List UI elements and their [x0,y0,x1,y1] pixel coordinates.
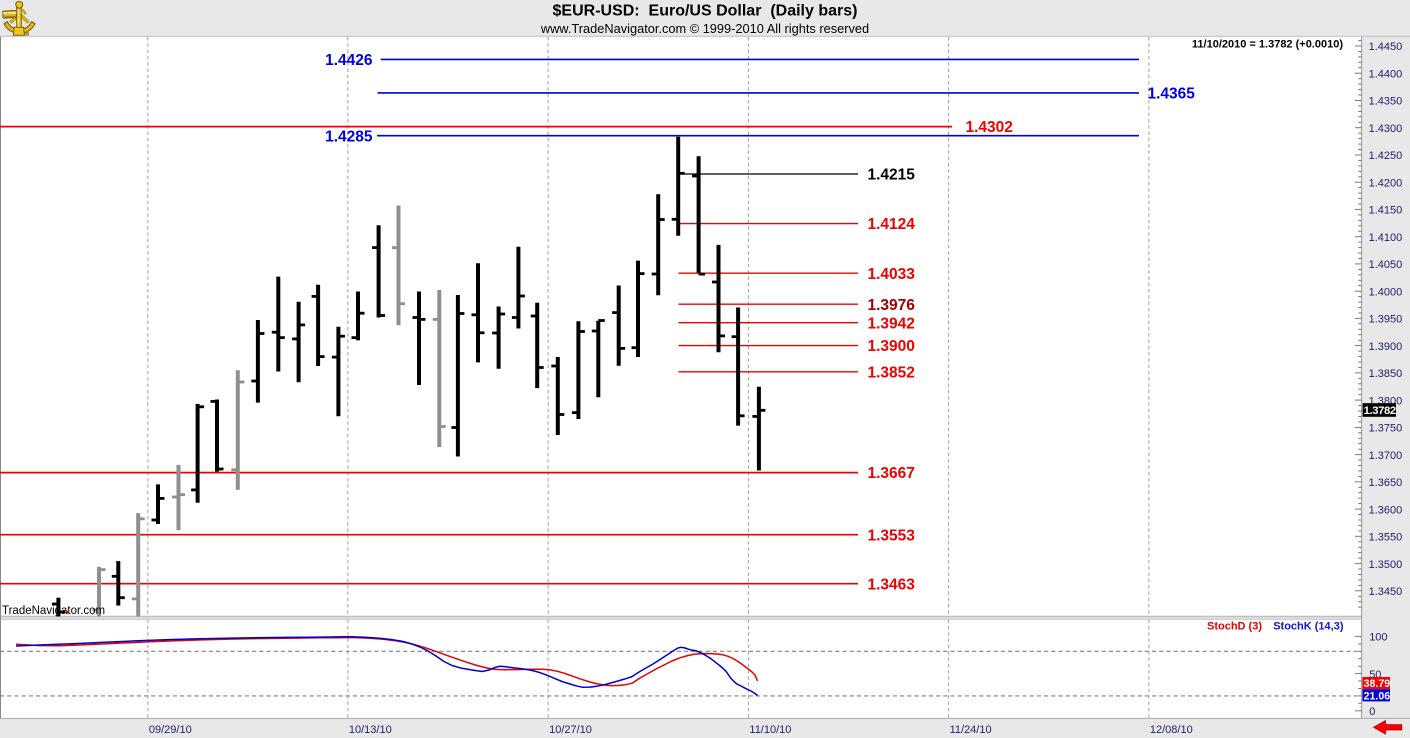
svg-text:21.06: 21.06 [1364,690,1391,702]
svg-text:1.4426: 1.4426 [325,52,373,69]
svg-text:$EUR-USD: Euro/US Dollar (Da: $EUR-USD: Euro/US Dollar (Daily bars) [553,2,858,19]
svg-text:StochD (3): StochD (3) [1207,621,1262,633]
svg-text:TradeNavigator.com: TradeNavigator.com [2,605,105,617]
svg-text:1.4200: 1.4200 [1369,177,1403,189]
svg-text:1.3942: 1.3942 [868,315,915,332]
svg-text:11/24/10: 11/24/10 [950,724,992,736]
svg-text:1.4300: 1.4300 [1369,123,1403,135]
svg-text:www.TradeNavigator.com © 1999-: www.TradeNavigator.com © 1999-2010 All r… [540,21,869,36]
svg-text:1.3900: 1.3900 [868,338,915,355]
svg-text:1.3976: 1.3976 [868,297,916,314]
svg-text:1.4250: 1.4250 [1369,150,1403,162]
svg-text:1.4302: 1.4302 [966,119,1013,136]
svg-text:1.3650: 1.3650 [1369,477,1403,489]
svg-text:1.4150: 1.4150 [1369,205,1403,217]
svg-text:1.3667: 1.3667 [868,465,915,482]
svg-text:10/27/10: 10/27/10 [549,724,592,736]
svg-text:1.3600: 1.3600 [1369,504,1403,516]
svg-text:1.4285: 1.4285 [325,128,373,145]
svg-text:1.3900: 1.3900 [1369,341,1403,353]
svg-text:10/13/10: 10/13/10 [349,724,392,736]
svg-text:1.4450: 1.4450 [1369,41,1403,53]
svg-text:1.3852: 1.3852 [868,364,915,381]
svg-text:1.3500: 1.3500 [1369,559,1403,571]
svg-text:1.3550: 1.3550 [1369,532,1403,544]
svg-text:StochK (14,3): StochK (14,3) [1273,621,1344,633]
svg-text:1.4215: 1.4215 [868,167,916,184]
svg-text:1.3850: 1.3850 [1369,368,1403,380]
svg-text:1.3700: 1.3700 [1369,450,1403,462]
svg-text:100: 100 [1369,632,1387,644]
svg-text:0: 0 [1369,706,1375,718]
svg-text:1.3750: 1.3750 [1369,423,1403,435]
svg-text:1.4033: 1.4033 [868,266,916,283]
svg-text:1.3463: 1.3463 [868,576,916,593]
svg-text:1.4124: 1.4124 [868,216,916,233]
svg-text:38.79: 38.79 [1364,678,1391,690]
svg-text:1.4000: 1.4000 [1369,286,1403,298]
svg-text:1.4350: 1.4350 [1369,96,1403,108]
svg-text:09/29/10: 09/29/10 [149,724,192,736]
svg-text:1.4365: 1.4365 [1148,86,1196,103]
svg-text:1.3553: 1.3553 [868,527,916,544]
svg-text:11/10/2010 = 1.3782 (+0.0010): 11/10/2010 = 1.3782 (+0.0010) [1192,39,1343,51]
svg-text:1.3950: 1.3950 [1369,314,1403,326]
svg-text:12/08/10: 12/08/10 [1150,724,1193,736]
svg-text:1.4100: 1.4100 [1369,232,1403,244]
svg-text:1.4400: 1.4400 [1369,68,1403,80]
svg-text:11/10/10: 11/10/10 [749,724,791,736]
svg-text:1.3782: 1.3782 [1364,405,1396,417]
svg-text:1.4050: 1.4050 [1369,259,1403,271]
svg-text:1.3450: 1.3450 [1369,586,1403,598]
